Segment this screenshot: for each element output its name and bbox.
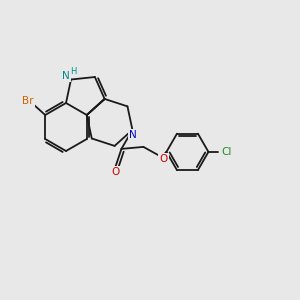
- Text: O: O: [159, 154, 168, 164]
- Text: H: H: [70, 67, 76, 76]
- Text: O: O: [111, 167, 120, 177]
- Text: Cl: Cl: [221, 147, 232, 157]
- Text: Br: Br: [22, 96, 34, 106]
- Text: N: N: [62, 70, 70, 80]
- Text: N: N: [129, 130, 136, 140]
